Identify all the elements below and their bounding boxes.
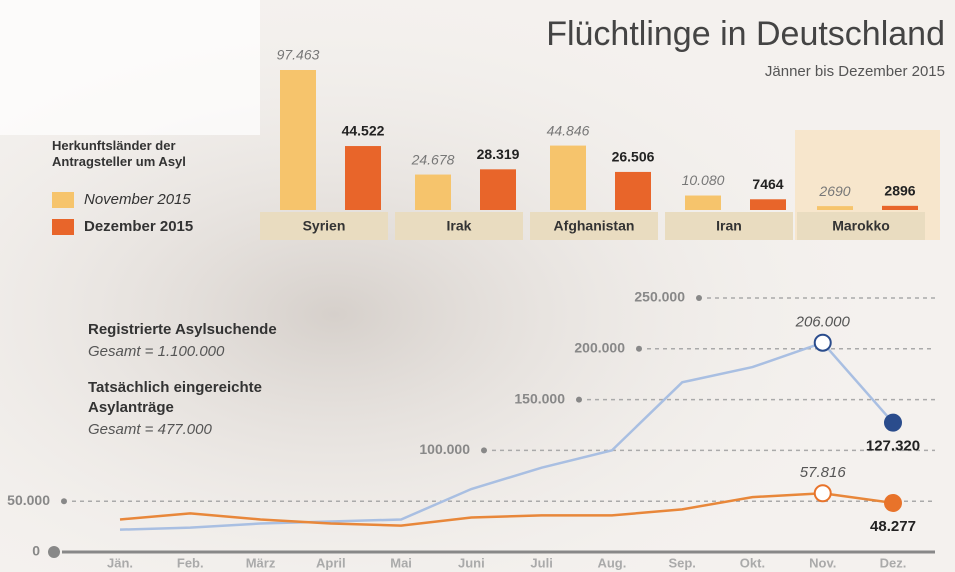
x-tick-label: Irak — [447, 218, 472, 234]
x-tick-label: Syrien — [303, 218, 346, 234]
legend-label: Registrierte Asylsuchende — [88, 321, 277, 338]
tick-dot — [576, 397, 582, 403]
tick-dot — [636, 346, 642, 352]
x-tick-label: Juli — [530, 555, 552, 570]
data-label: 97.463 — [277, 47, 320, 63]
x-tick-label: Sep. — [668, 555, 695, 570]
x-tick-label: Juni — [458, 555, 485, 570]
x-tick-label: März — [246, 555, 276, 570]
infographic: Flüchtlinge in Deutschland Jänner bis De… — [0, 0, 955, 572]
x-tick-label: Nov. — [809, 555, 836, 570]
marker — [815, 335, 831, 351]
x-tick-label: Afghanistan — [554, 218, 635, 234]
legend-label: November 2015 — [84, 191, 191, 208]
x-tick-label: Mai — [390, 555, 412, 570]
chart-title: Flüchtlinge in Deutschland — [546, 15, 945, 53]
bar — [750, 199, 786, 210]
data-label: 2896 — [884, 183, 915, 199]
tick-dot — [696, 295, 702, 301]
chart: Flüchtlinge in Deutschland Jänner bis De… — [0, 0, 955, 572]
marker — [815, 485, 831, 501]
x-tick-label: Iran — [716, 218, 742, 234]
bar — [817, 206, 853, 210]
tick-dot — [48, 546, 60, 558]
data-label: 24.678 — [411, 151, 455, 167]
data-label: 28.319 — [477, 146, 520, 162]
background-panel — [0, 0, 260, 135]
data-label: 7464 — [752, 176, 783, 192]
legend-title: Herkunftsländer der Antragsteller um Asy… — [52, 138, 252, 170]
legend-note: Gesamt = 477.000 — [88, 421, 212, 438]
data-label: 44.522 — [342, 123, 385, 139]
x-tick-label: April — [316, 555, 346, 570]
legend-note: Gesamt = 1.100.000 — [88, 343, 225, 360]
x-tick-label: Jän. — [107, 555, 133, 570]
marker — [885, 415, 901, 431]
data-label: 57.816 — [800, 464, 847, 481]
y-tick-label: 150.000 — [514, 390, 565, 406]
data-label: 48.277 — [870, 518, 916, 535]
y-tick-label: 200.000 — [574, 340, 625, 356]
bar — [685, 196, 721, 210]
bar — [415, 175, 451, 210]
y-tick-label: 0 — [32, 543, 40, 559]
x-tick-label: Dez. — [880, 555, 907, 570]
x-tick-label: Feb. — [177, 555, 204, 570]
bar — [280, 70, 316, 210]
bar — [882, 206, 918, 210]
data-label: 2690 — [818, 183, 850, 199]
data-label: 206.000 — [795, 314, 851, 331]
y-tick-label: 250.000 — [634, 289, 685, 305]
data-label: 10.080 — [682, 172, 725, 188]
chart-subtitle: Jänner bis Dezember 2015 — [765, 63, 945, 80]
bar — [345, 146, 381, 210]
marker — [885, 495, 901, 511]
tick-dot — [61, 498, 67, 504]
x-tick-label: Marokko — [832, 218, 890, 234]
x-tick-label: Okt. — [740, 555, 765, 570]
legend-swatch — [52, 192, 74, 208]
y-tick-label: 100.000 — [419, 441, 470, 457]
x-tick-label: Aug. — [597, 555, 626, 570]
bar — [615, 172, 651, 210]
data-label: 26.506 — [612, 149, 655, 165]
bar — [480, 169, 516, 210]
data-label: 127.320 — [866, 438, 920, 455]
bar — [550, 146, 586, 210]
tick-dot — [481, 447, 487, 453]
legend-label: Dezember 2015 — [84, 218, 193, 235]
legend-swatch — [52, 219, 74, 235]
data-label: 44.846 — [547, 122, 590, 138]
y-tick-label: 50.000 — [7, 492, 50, 508]
